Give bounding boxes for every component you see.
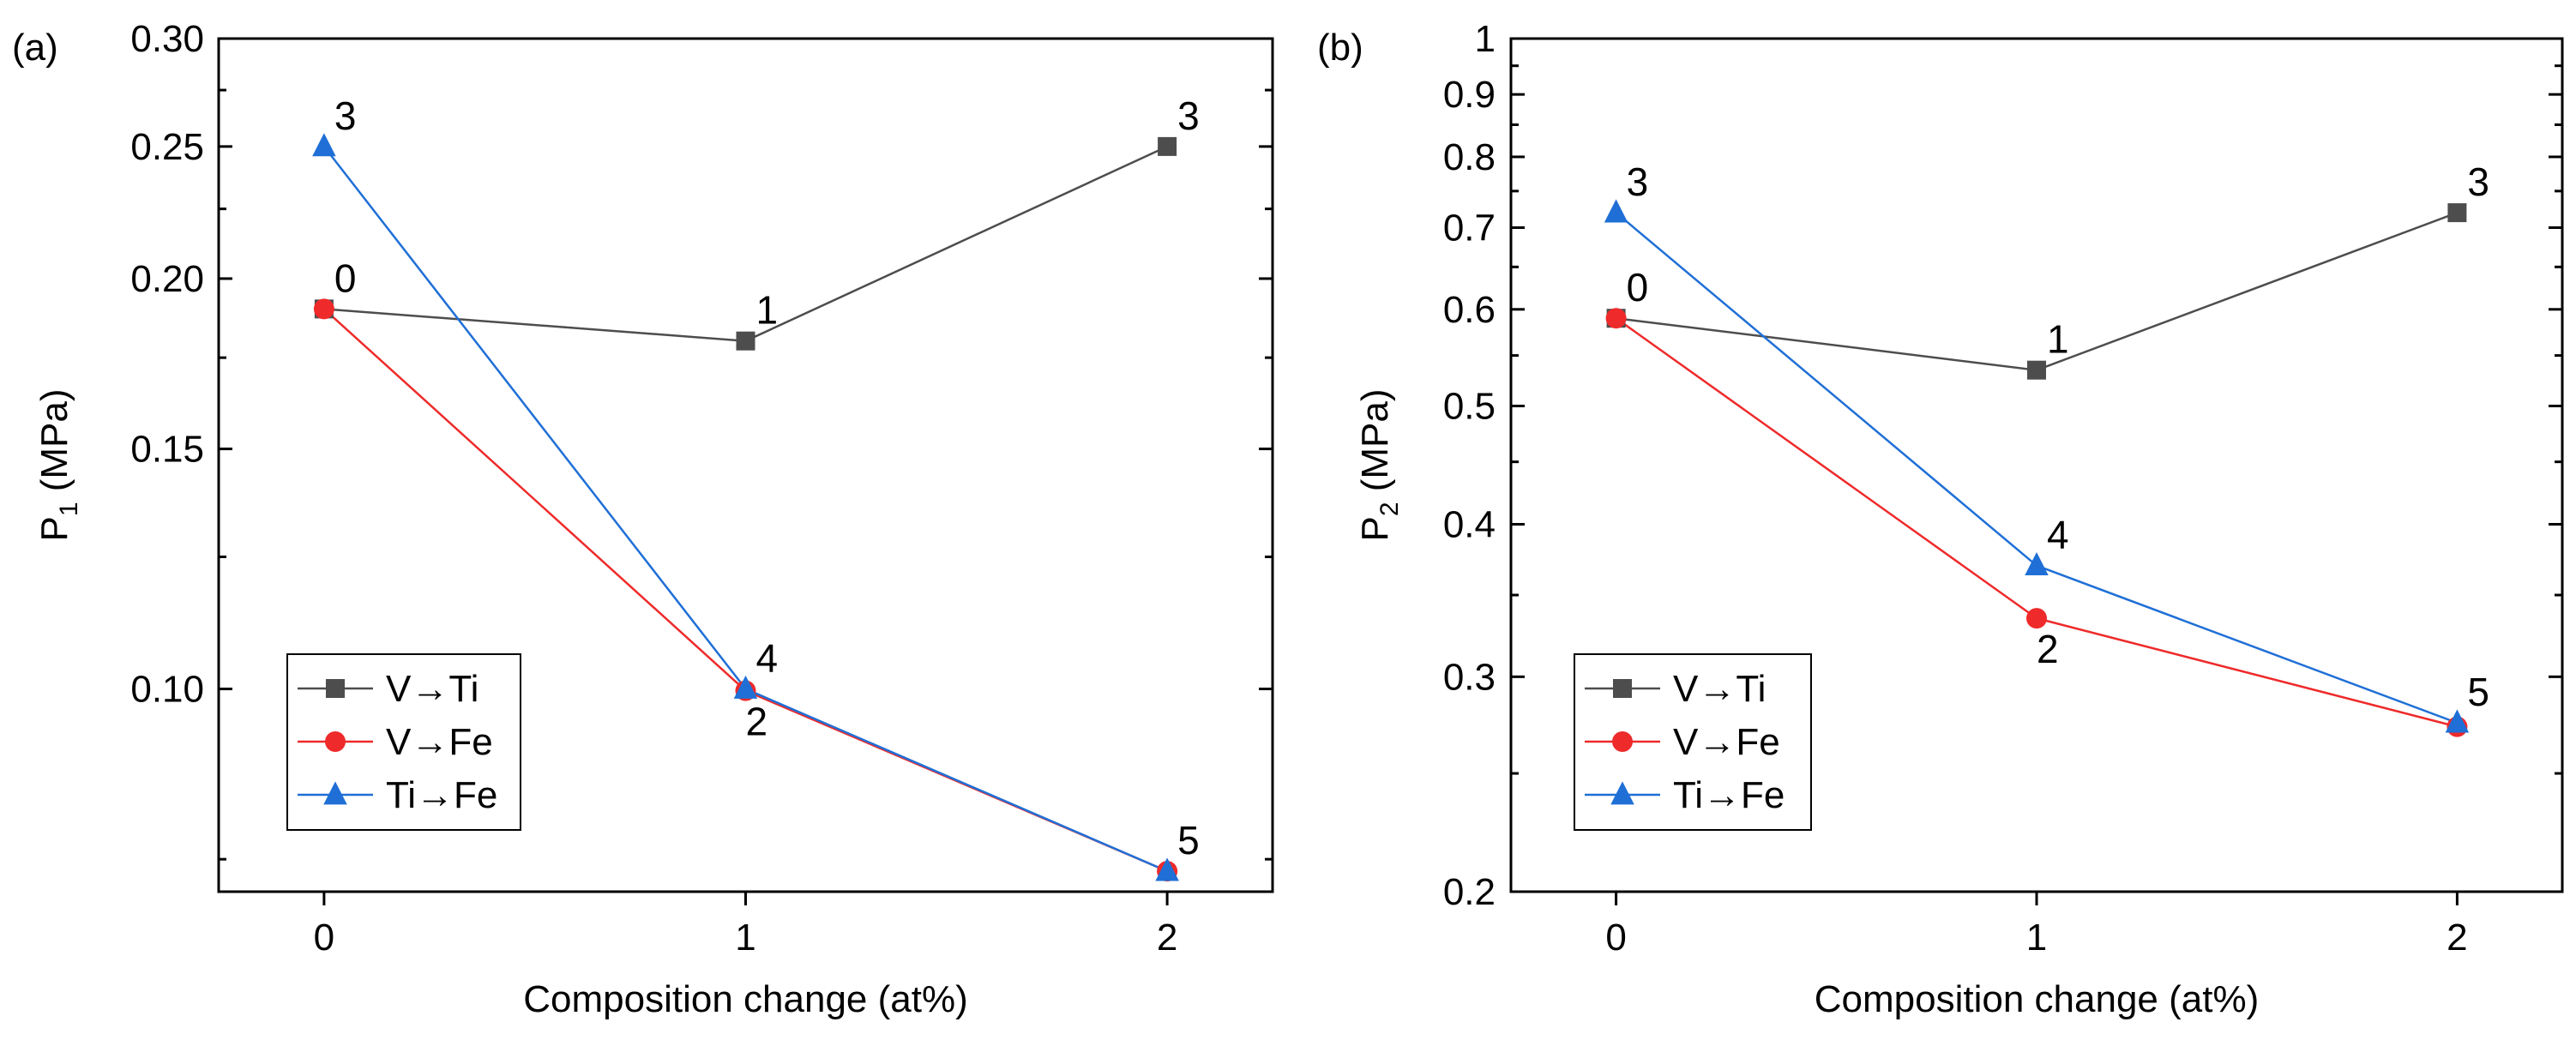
chart-b-legend-label-1: V→Fe <box>1673 721 1780 763</box>
chart-b-y-tick-label: 1 <box>1475 18 1496 60</box>
chart-a-point-label: 5 <box>1177 818 1200 863</box>
chart-b-point-2 <box>2445 709 2470 733</box>
chart-b-point-label: 3 <box>1627 159 1649 204</box>
chart-b-x-tick-label: 2 <box>2447 917 2467 959</box>
chart-b-point-label: 1 <box>2047 317 2069 362</box>
chart-a-y-tick-label: 0.25 <box>130 126 204 168</box>
chart-b-y-axis-subscript: 2 <box>1375 502 1404 516</box>
chart-a-y-axis-title: P1 (MPa) <box>33 388 83 541</box>
chart-b-legend-label-0: V→Ti <box>1673 668 1766 710</box>
chart-b-y-tick-label: 0.2 <box>1443 871 1496 913</box>
chart-a-point-label: 2 <box>746 700 768 744</box>
chart-a-y-tick-label: 0.30 <box>130 18 204 60</box>
chart-a-point-0 <box>736 331 755 351</box>
chart-a-point-0 <box>1158 136 1177 156</box>
chart-b-legend-marker-1 <box>1612 731 1633 752</box>
chart-b-y-tick-label: 0.3 <box>1443 656 1496 698</box>
chart-a-panel-label: (a) <box>12 27 58 69</box>
chart-a-point-label: 3 <box>1177 93 1200 138</box>
chart-a-point-label: 1 <box>756 288 779 333</box>
chart-b-y-tick-label: 0.6 <box>1443 289 1496 331</box>
chart-b-point-label: 5 <box>2467 670 2489 714</box>
chart-a-point-2 <box>312 133 336 157</box>
chart-a-series-line-0 <box>323 145 1168 342</box>
chart-a-legend-label-1: V→Fe <box>386 721 493 763</box>
chart-a-legend: V→Ti V→Fe Ti→Fe <box>286 653 521 831</box>
chart-b-legend-marker-0 <box>1613 679 1632 698</box>
panel-a: (a) 0.10 0.15 0.20 0.25 0.30 0 1 2 Composition ch… <box>12 18 1274 1020</box>
chart-b-legend: V→Ti V→Fe Ti→Fe <box>1574 653 1812 831</box>
chart-a-legend-marker-0 <box>326 679 345 698</box>
chart-a-y-axis-symbol: P <box>33 516 75 541</box>
chart-b-y-tick-label: 0.8 <box>1443 136 1496 178</box>
chart-a-legend-label-0: V→Ti <box>386 668 478 710</box>
chart-b-point-label: 4 <box>2047 513 2069 557</box>
chart-b-y-axis-unit: (MPa) <box>1354 388 1396 502</box>
chart-a-y-tick-label: 0.10 <box>130 669 204 711</box>
chart-a-point-label: 3 <box>334 93 357 138</box>
chart-b-point-1 <box>2026 608 2047 629</box>
chart-b-y-axis-symbol: P <box>1354 516 1396 541</box>
chart-b-point-1 <box>1605 308 1627 329</box>
chart-a-y-tick-label: 0.20 <box>130 258 204 300</box>
chart-a-y-axis-unit: (MPa) <box>33 388 75 502</box>
chart-a-y-axis-subscript: 1 <box>55 502 83 516</box>
chart-b-y-axis-title: P2 (MPa) <box>1354 388 1404 541</box>
chart-a-point-label: 0 <box>334 255 357 300</box>
chart-a-x-tick-label: 0 <box>314 917 334 959</box>
chart-b-y-tick-label: 0.7 <box>1443 207 1496 249</box>
chart-b-point-label: 0 <box>1627 265 1649 310</box>
chart-a-point-2 <box>733 675 758 699</box>
chart-b-series-line-0 <box>1616 211 2458 371</box>
chart-b-panel-label: (b) <box>1317 27 1363 69</box>
chart-b-y-tick-label: 0.4 <box>1443 503 1496 545</box>
chart-a-point-2 <box>1155 857 1179 881</box>
chart-b-x-axis-title: Composition change (at%) <box>1815 978 2259 1020</box>
panel-b: (b) 0.2 0.3 0.4 0.5 0.6 0.7 0.8 0.9 1 0 1 2 Compositi… <box>1317 18 2564 1020</box>
chart-b-point-2 <box>1604 199 1628 223</box>
chart-a-x-axis-title: Composition change (at%) <box>523 978 967 1020</box>
chart-a-x-tick-label: 2 <box>1157 917 1177 959</box>
chart-b-point-label: 3 <box>2467 159 2489 204</box>
chart-b-point-0 <box>2447 203 2467 223</box>
chart-a-legend-label-2: Ti→Fe <box>386 774 497 816</box>
chart-b-point-2 <box>2025 551 2049 576</box>
chart-b-y-tick-label: 0.5 <box>1443 386 1496 428</box>
chart-b-x-tick-label: 1 <box>2026 917 2047 959</box>
chart-b-x-tick-label: 0 <box>1605 917 1626 959</box>
chart-a-legend-marker-1 <box>325 731 346 752</box>
chart-b-legend-marker-2 <box>1610 781 1634 805</box>
chart-a-point-label: 4 <box>756 636 779 681</box>
chart-a-point-1 <box>313 298 334 320</box>
chart-b-y-tick-label: 0.9 <box>1443 74 1496 116</box>
chart-b-point-label: 2 <box>2037 627 2059 671</box>
chart-a-y-tick-label: 0.15 <box>130 429 204 471</box>
chart-a-legend-marker-2 <box>323 781 347 805</box>
chart-b-legend-label-2: Ti→Fe <box>1673 774 1785 816</box>
chart-b-point-0 <box>2027 360 2046 380</box>
chart-a-x-tick-label: 1 <box>735 917 755 959</box>
